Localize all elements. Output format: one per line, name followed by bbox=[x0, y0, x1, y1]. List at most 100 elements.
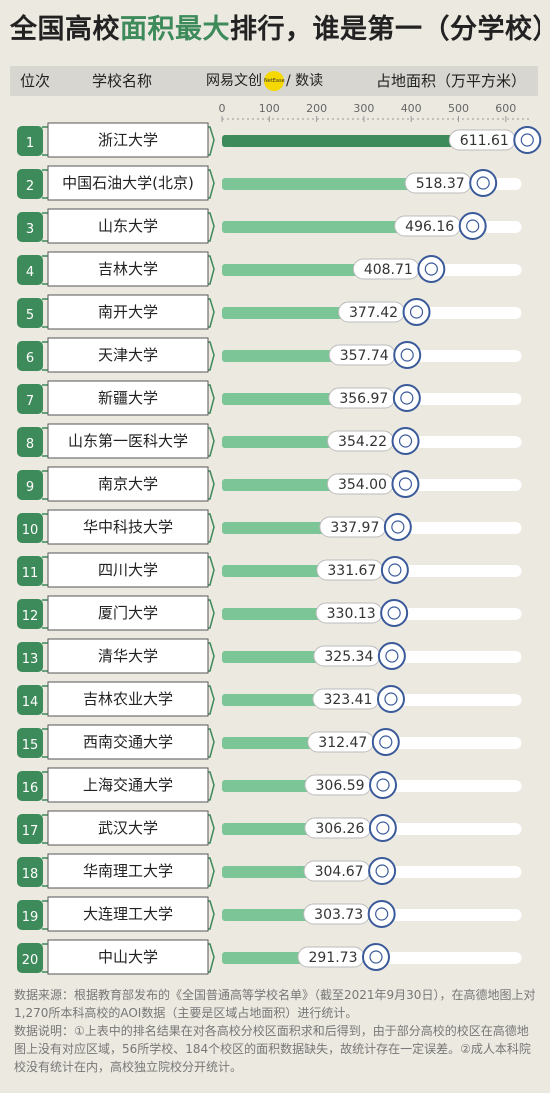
rank-number: 18 bbox=[22, 867, 39, 882]
value-label: 354.00 bbox=[338, 477, 387, 493]
rank-number: 2 bbox=[26, 179, 34, 194]
value-label: 357.74 bbox=[340, 348, 389, 364]
school-emblem-icon-inner bbox=[379, 735, 393, 749]
school-name-box bbox=[47, 767, 209, 803]
school-name: 山东第一医科大学 bbox=[68, 432, 188, 450]
rank-number: 7 bbox=[26, 394, 34, 409]
school-emblem-icon bbox=[391, 427, 420, 455]
axis-tick-label: 600 bbox=[495, 102, 516, 115]
school-name: 中山大学 bbox=[98, 948, 158, 966]
rank-badge bbox=[17, 126, 43, 156]
school-emblem-icon-inner bbox=[388, 563, 402, 577]
brand-badge-icon: NetEase bbox=[264, 71, 285, 91]
value-label: 408.71 bbox=[364, 262, 413, 278]
school-name: 中国石油大学(北京) bbox=[62, 174, 194, 192]
school-emblem-icon-inner bbox=[398, 477, 413, 491]
title-highlight: 面积最大 bbox=[120, 14, 230, 45]
rank-column-header: 位次 bbox=[20, 72, 51, 90]
value-label: 356.97 bbox=[339, 391, 388, 407]
rank-number: 11 bbox=[22, 566, 39, 581]
school-emblem-icon-inner bbox=[398, 434, 413, 448]
school-emblem-icon-inner bbox=[369, 950, 383, 964]
school-name-box bbox=[47, 208, 209, 244]
rank-badge bbox=[17, 513, 43, 543]
school-emblem-icon-inner bbox=[384, 692, 398, 706]
rank-badge bbox=[17, 900, 43, 930]
school-name-box bbox=[47, 165, 209, 201]
rank-badge bbox=[17, 212, 43, 242]
school-emblem-icon bbox=[417, 255, 446, 283]
rank-badge bbox=[17, 298, 43, 328]
school-emblem-icon bbox=[513, 126, 542, 154]
rank-badge bbox=[17, 642, 43, 672]
school-name-box bbox=[47, 122, 209, 158]
value-label: 304.67 bbox=[315, 864, 364, 880]
bar bbox=[222, 135, 512, 147]
brand-name: 网易文创 bbox=[206, 73, 262, 89]
school-name-box bbox=[47, 552, 209, 588]
school-emblem-icon-inner bbox=[375, 864, 389, 878]
school-emblem-icon-inner bbox=[385, 649, 399, 663]
school-name: 大连理工大学 bbox=[83, 905, 173, 923]
value-label: 496.16 bbox=[405, 219, 454, 235]
school-name: 清华大学 bbox=[98, 647, 158, 665]
school-emblem-icon-inner bbox=[376, 821, 390, 835]
school-name-box bbox=[47, 337, 209, 373]
school-name-box bbox=[47, 896, 209, 932]
school-name: 武汉大学 bbox=[98, 819, 158, 837]
value-label: 331.67 bbox=[327, 563, 376, 579]
rank-number: 16 bbox=[22, 781, 39, 796]
rank-number: 5 bbox=[26, 308, 34, 323]
value-label: 291.73 bbox=[308, 950, 357, 966]
rank-badge bbox=[17, 427, 43, 457]
school-name: 四川大学 bbox=[98, 561, 158, 579]
rank-badge bbox=[17, 169, 43, 199]
school-name-box bbox=[47, 638, 209, 674]
brand-logo: 网易文创 NetEase/ 数读 bbox=[206, 66, 323, 96]
school-name: 天津大学 bbox=[98, 346, 158, 364]
rank-number: 14 bbox=[22, 695, 39, 710]
school-name-box bbox=[47, 939, 209, 975]
school-emblem-icon-inner bbox=[375, 907, 389, 921]
value-label: 303.73 bbox=[314, 907, 363, 923]
footnotes: 数据来源：根据教育部发布的《全国普通高等学校名单》（截至2021年9月30日），… bbox=[14, 986, 536, 1076]
data-source-note: 数据来源：根据教育部发布的《全国普通高等学校名单》（截至2021年9月30日），… bbox=[14, 988, 536, 1020]
school-name-box bbox=[47, 509, 209, 545]
school-name: 华南理工大学 bbox=[83, 862, 173, 880]
value-label: 611.61 bbox=[460, 133, 509, 149]
school-emblem-icon bbox=[458, 212, 487, 240]
school-emblem-icon bbox=[391, 470, 420, 498]
school-name-box bbox=[47, 810, 209, 846]
school-emblem-icon bbox=[380, 556, 409, 584]
school-emblem-icon bbox=[371, 728, 400, 756]
rank-number: 13 bbox=[22, 652, 39, 667]
value-label: 377.42 bbox=[349, 305, 398, 321]
value-label: 354.22 bbox=[338, 434, 387, 450]
page-title: 全国高校面积最大排行，谁是第一（分学校） bbox=[10, 6, 540, 54]
school-emblem-icon bbox=[402, 298, 431, 326]
school-name: 南开大学 bbox=[98, 303, 158, 321]
value-label: 330.13 bbox=[327, 606, 376, 622]
rank-number: 20 bbox=[22, 953, 39, 968]
school-emblem-icon-inner bbox=[400, 348, 414, 362]
value-label: 518.37 bbox=[416, 176, 465, 192]
rank-number: 10 bbox=[22, 523, 39, 538]
rank-badge bbox=[17, 728, 43, 758]
school-emblem-icon bbox=[369, 771, 398, 799]
school-name-box bbox=[47, 853, 209, 889]
rank-badge bbox=[17, 943, 43, 973]
school-emblem-icon-inner bbox=[466, 219, 480, 233]
rank-number: 12 bbox=[22, 609, 39, 624]
school-emblem-icon-inner bbox=[400, 391, 414, 405]
school-emblem-icon bbox=[368, 857, 397, 885]
school-emblem-icon-inner bbox=[520, 133, 534, 147]
school-name-box bbox=[47, 380, 209, 416]
school-name: 浙江大学 bbox=[98, 131, 158, 149]
rank-badge bbox=[17, 556, 43, 586]
value-label: 323.41 bbox=[323, 692, 372, 708]
axis-tick-label: 0 bbox=[219, 102, 226, 115]
school-emblem-icon bbox=[469, 169, 498, 197]
axis-tick-label: 300 bbox=[353, 102, 374, 115]
rank-number: 6 bbox=[26, 351, 34, 366]
rank-badge bbox=[17, 599, 43, 629]
